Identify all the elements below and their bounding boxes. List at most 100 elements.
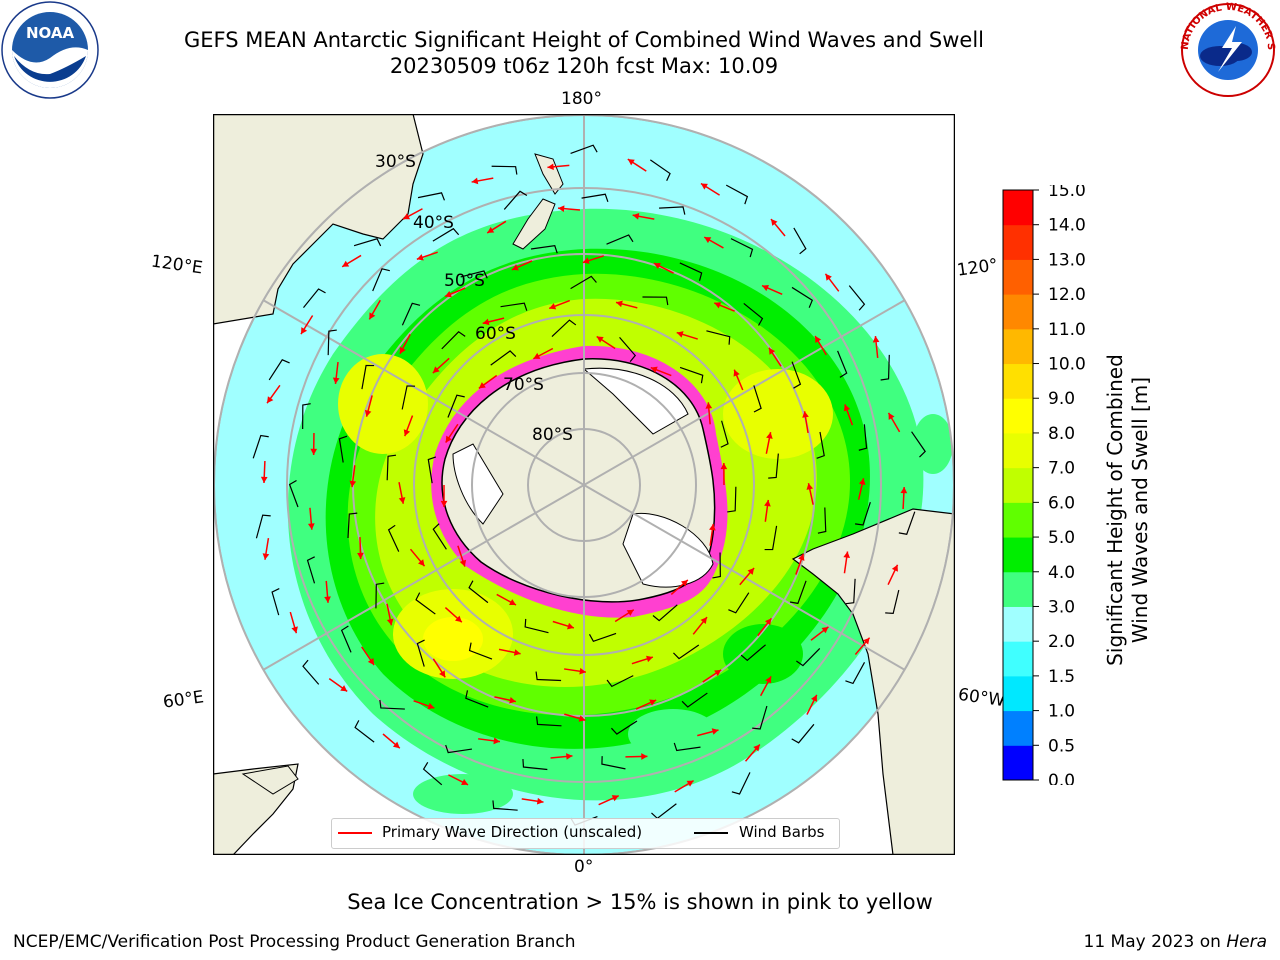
lon-label-top: 180° (561, 89, 602, 109)
wind-barb (727, 486, 737, 513)
colorbar-tick-label: 12.0 (1048, 285, 1086, 305)
sea-ice-note: Sea Ice Concentration > 15% is shown in … (347, 890, 933, 914)
wave-arrow-head (700, 617, 707, 625)
wave-arrow-head (709, 523, 716, 531)
wind-barb (288, 479, 299, 508)
wind-barb (417, 192, 446, 201)
wave-arrow-head (403, 429, 411, 437)
wind-barb (649, 159, 671, 182)
wind-barb (491, 165, 518, 175)
wind-barb (791, 723, 815, 744)
wave-arrow-head (547, 163, 554, 171)
wave-arrow-head (487, 226, 495, 233)
wind-barb (911, 431, 926, 458)
wind-barb (791, 286, 814, 308)
wave-arrow-head (627, 159, 635, 166)
colorbar-tick-label: 0.5 (1048, 736, 1075, 756)
wave-arrow-head (513, 649, 521, 656)
wind-barb (837, 350, 848, 378)
legend-wave-swatch (338, 832, 372, 834)
wind-barb (720, 420, 729, 448)
lat-label-70: 70°S (503, 375, 544, 395)
map-frame (213, 114, 955, 855)
wind-barb (679, 262, 703, 281)
wave-arrow-head (770, 219, 778, 226)
wave-arrow-head (863, 637, 870, 645)
wind-barb (353, 238, 382, 247)
wave-arrow-head (324, 596, 331, 603)
legend-wind-swatch (694, 832, 728, 834)
wave-arrow-head (676, 331, 684, 338)
wave-arrow-head (762, 284, 770, 292)
colorbar-tick-label: 10.0 (1048, 355, 1086, 375)
wave-arrow-head (427, 702, 435, 710)
wave-arrow-head (764, 618, 772, 626)
wind-barb (386, 454, 397, 481)
wave-arrow-head (566, 753, 573, 760)
lat-label-60: 60°S (475, 324, 516, 344)
wind-barb (730, 238, 754, 258)
wind-barb (570, 144, 598, 154)
wind-barb (447, 394, 465, 418)
colorbar-tick-label: 4.0 (1048, 563, 1075, 583)
colorbar-segment (1003, 606, 1033, 642)
wind-barb (268, 359, 290, 381)
lon-label-right-upper: 120° (955, 255, 1000, 281)
wave-arrow-head (626, 609, 634, 616)
wind-barb (327, 329, 337, 356)
wave-arrow-head (307, 523, 315, 530)
wind-barb (302, 659, 320, 685)
wind-barb (422, 761, 443, 786)
wave-arrow-head (700, 183, 708, 190)
colorbar-segment (1003, 467, 1033, 503)
colorbar-tick-label: 5.0 (1048, 528, 1075, 548)
wave-arrow-head (340, 685, 348, 692)
colorbar-tick-label: 14.0 (1048, 216, 1086, 236)
colorbar-tick-label: 11.0 (1048, 320, 1086, 340)
wind-barb (610, 720, 638, 735)
colorbar-tick-label: 1.5 (1048, 667, 1075, 687)
wind-barb (460, 270, 488, 279)
wave-arrow-head (806, 483, 814, 490)
wave-arrow-head (509, 696, 516, 704)
wind-barb (401, 385, 416, 410)
wind-barb (885, 589, 900, 615)
wave-arrow-head (386, 618, 394, 626)
wind-barb (659, 206, 686, 215)
wave-arrow-head (747, 568, 755, 575)
wave-arrow-head (511, 264, 519, 271)
australia (213, 114, 424, 325)
wave-arrow-head (641, 753, 648, 760)
wave-arrow-head (811, 694, 818, 702)
lat-label-80: 80°S (532, 425, 573, 445)
wind-barb (791, 361, 802, 389)
wave-arrow-head (768, 347, 776, 355)
wind-barb (445, 744, 473, 754)
wave-arrow-head (461, 779, 469, 786)
colorbar-segment (1003, 328, 1033, 365)
chart-subtitle: 20230509 t06z 120h fcst Max: 10.09 (389, 54, 779, 78)
colorbar-tick-label: 3.0 (1048, 597, 1075, 617)
wind-barb (427, 456, 437, 484)
wind-barb (375, 582, 385, 609)
wind-barb (845, 578, 856, 605)
wave-arrow-head (533, 352, 541, 359)
colorbar-segment (1003, 571, 1033, 607)
wind-barb (880, 354, 890, 381)
wind-barb (372, 268, 390, 292)
colorbar-tick-label: 0.0 (1048, 771, 1075, 785)
colorbar-frame (1002, 189, 1034, 781)
wind-barb (642, 296, 669, 306)
wave-arrow-head (681, 579, 688, 587)
wind-barb (530, 244, 558, 254)
wind-barb (432, 523, 447, 550)
wave-arrow-head (843, 404, 851, 412)
footer-credit: NCEP/EMC/Verification Post Processing Pr… (13, 932, 576, 952)
wind-barb (752, 705, 768, 730)
wind-barb (468, 642, 493, 660)
chart-title: GEFS MEAN Antarctic Significant Height o… (183, 28, 985, 52)
wave-arrow-head (392, 741, 400, 749)
wind-barb (255, 514, 271, 539)
wave-arrow-head (821, 626, 829, 634)
wind-barb (743, 302, 764, 326)
